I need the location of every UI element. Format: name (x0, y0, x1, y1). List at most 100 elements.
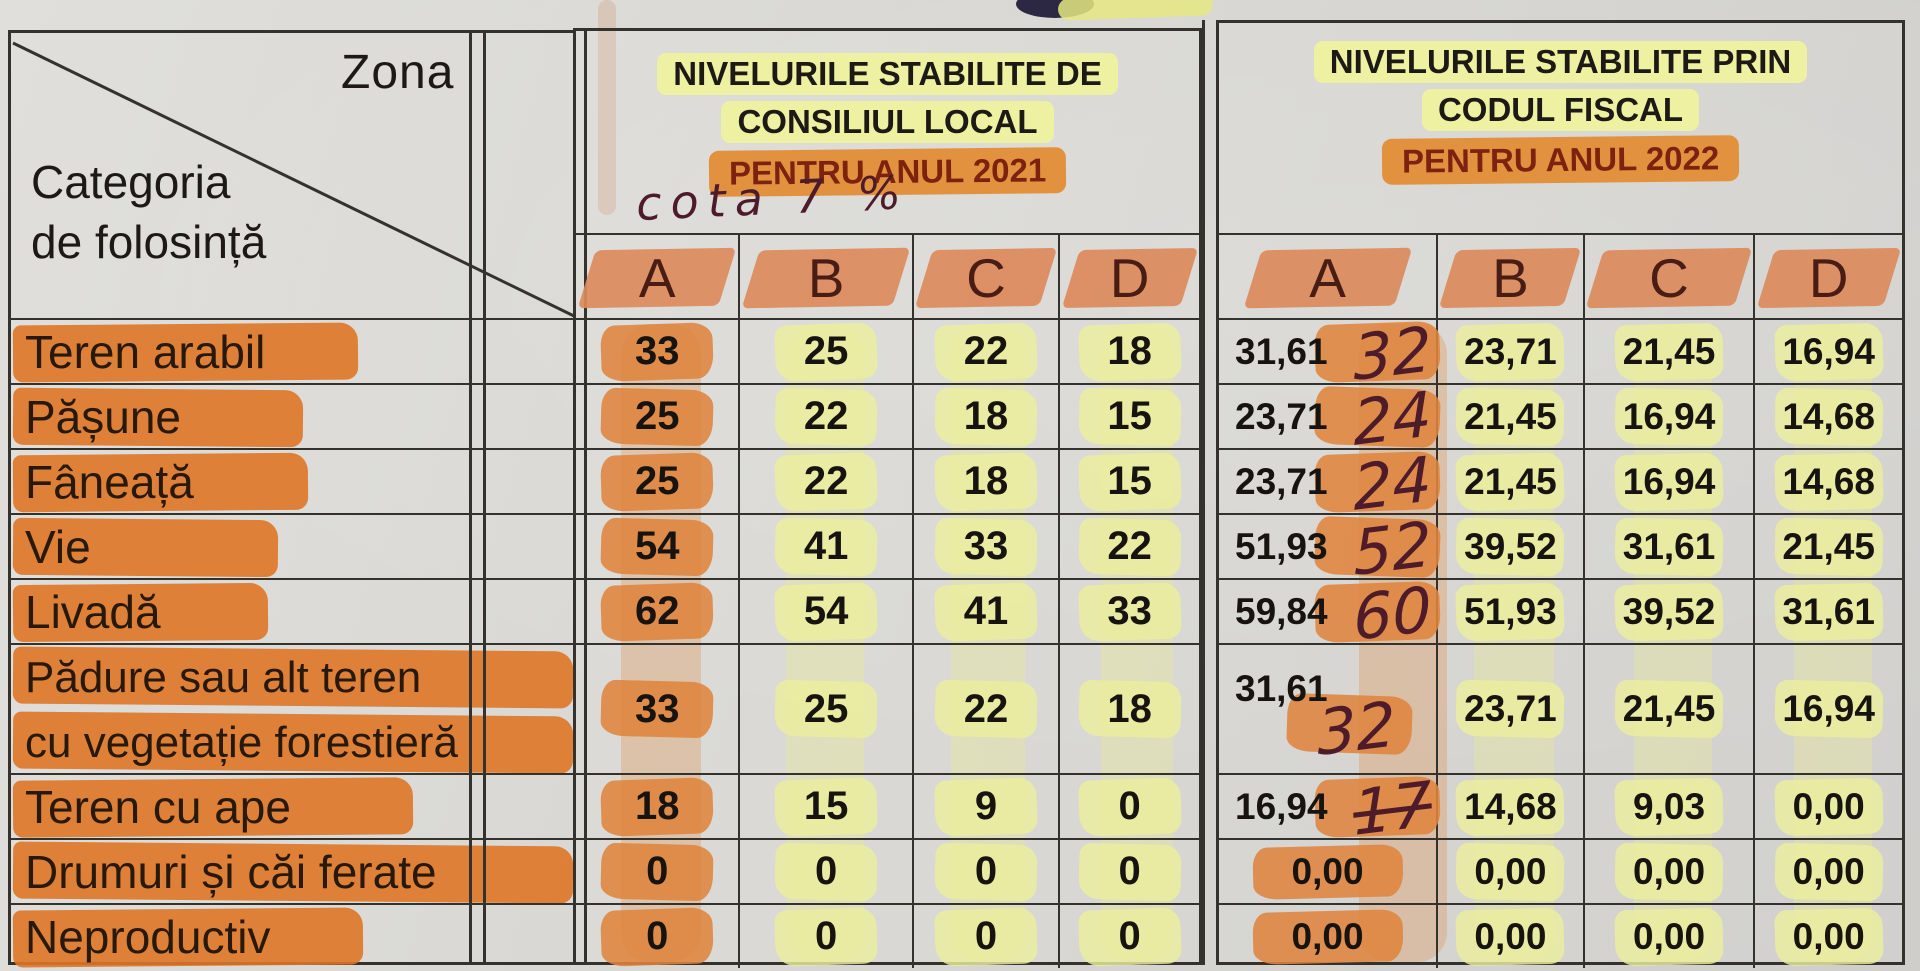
zone-letter: D (1808, 246, 1849, 309)
tax-value-2022: 23,71 (1235, 395, 1328, 437)
tax-value-2021: 0 (1118, 784, 1141, 828)
tax-value-2022: 23,71 (1464, 330, 1557, 372)
tax-value-2022: 0,00 (1291, 850, 1364, 892)
tax-value-2021: 62 (634, 589, 680, 633)
handwritten-correction: 32 (1316, 687, 1398, 770)
value-cell-2021-B: 22 (738, 385, 911, 448)
value-cell-2021-C: 0 (911, 905, 1059, 968)
tax-value-2021: 22 (963, 686, 1009, 731)
value-cell-2022-A: 32 31,61 (1219, 645, 1436, 773)
tax-value-2021: 33 (1107, 589, 1152, 633)
tax-value-2021: 22 (963, 329, 1009, 373)
value-cell-2022-A: 32 31,61 (1219, 312, 1442, 395)
tax-value-2021: 41 (963, 589, 1009, 633)
title-2021-line2: CONSILIUL LOCAL (721, 101, 1054, 143)
value-cell-2021-C: 22 (911, 645, 1059, 773)
tax-value-2021: 18 (1107, 686, 1152, 731)
title-2021-line1: NIVELURILE STABILITE DE (657, 53, 1118, 95)
value-cell-2022-B: 0,00 (1436, 905, 1583, 968)
value-cell-2022-C: 0,00 (1582, 905, 1754, 968)
zone-letter: D (1109, 246, 1150, 309)
tax-value-2022: 16,94 (1622, 460, 1716, 502)
title-2022-line1: NIVELURILE STABILITE PRIN (1313, 41, 1808, 83)
value-cell-2022-B: 39,52 (1436, 515, 1583, 578)
tax-value-2021: 25 (634, 459, 680, 503)
title-2022-line3: PENTRU ANUL 2022 (1381, 135, 1740, 185)
value-cell-2021-B: 0 (738, 905, 911, 968)
value-row-2022: 24 23,71 21,45 16,94 14,68 (1219, 442, 1902, 525)
tax-value-2022: 21,45 (1622, 330, 1716, 372)
value-cell-2022-D: 31,61 (1753, 580, 1902, 643)
tax-value-2022: 31,61 (1782, 590, 1875, 632)
tax-value-2022: 0,00 (1474, 915, 1547, 957)
zone-header-cell: D (1753, 235, 1902, 320)
tax-value-2021: 0 (1118, 914, 1141, 958)
tax-value-2021: 0 (1118, 849, 1141, 893)
value-cell-2022-A: 0,00 (1219, 905, 1436, 968)
tax-value-2022: 0,00 (1633, 915, 1706, 957)
value-cell-2021-C: 41 (911, 580, 1059, 643)
value-cell-2021-D: 0 (1058, 840, 1199, 903)
table-2021-title: NIVELURILE STABILITE DE CONSILIUL LOCAL … (576, 31, 1199, 233)
value-cell-2022-A: 0,00 (1219, 840, 1436, 903)
table-2022-fiscal-code: NIVELURILE STABILITE PRIN CODUL FISCAL P… (1202, 20, 1905, 968)
value-cell-2022-B: 51,93 (1436, 580, 1583, 643)
row-label: Neproductiv (25, 911, 271, 963)
highlighter-residue-streak (598, 0, 616, 215)
title-2022-line2: CODUL FISCAL (1421, 89, 1700, 131)
value-cell-2022-B: 14,68 (1436, 775, 1583, 838)
value-cell-2022-C: 16,94 (1582, 450, 1754, 513)
yellow-highlighter-smear (1057, 0, 1214, 21)
tax-value-2022: 9,03 (1633, 785, 1706, 827)
category-row: Drumuri și căi ferate (11, 838, 574, 904)
tax-value-2021: 9 (974, 784, 998, 828)
value-cell-2022-B: 0,00 (1436, 840, 1583, 903)
value-cell-2021-B: 22 (738, 450, 911, 513)
value-cell-2022-C: 21,45 (1582, 645, 1754, 773)
table-2021-rows: 33 25 22 18 25 22 18 15 25 22 18 15 54 41 33 22 62 54 41 33… (576, 318, 1199, 968)
category-row: Pădure sau alt teren cu vegetație foresti… (11, 643, 574, 774)
category-label-box: Zona Categoria de folosință Teren arabil… (8, 30, 575, 968)
value-cell-2022-D: 14,68 (1753, 450, 1902, 513)
value-cell-2021-D: 22 (1058, 515, 1199, 578)
category-row: Fâneață (11, 448, 573, 513)
tax-value-2021: 18 (963, 394, 1009, 438)
zone-letter: B (807, 246, 845, 309)
tax-value-2022: 0,00 (1291, 915, 1364, 957)
label-box-right-rule-inner (483, 33, 486, 962)
tax-value-2021: 18 (1107, 329, 1152, 373)
zone-header-cell: C (1582, 235, 1754, 320)
label-box-right-rule-outer (469, 33, 472, 962)
tax-value-2022: 31,61 (1235, 667, 1328, 709)
tax-value-2022: 14,68 (1464, 785, 1557, 827)
value-row-2022: 52 51,93 39,52 31,61 21,45 (1219, 507, 1902, 590)
value-cell-2022-D: 21,45 (1753, 515, 1902, 578)
value-cell-2022-D: 14,68 (1753, 385, 1902, 448)
tax-value-2021: 0 (974, 914, 998, 958)
value-cell-2021-B: 41 (738, 515, 911, 578)
value-cell-2021-A: 18 (576, 775, 738, 838)
value-cell-2021-C: 18 (911, 450, 1059, 513)
value-row-2022: 0,00 0,00 0,00 0,00 (1219, 838, 1902, 903)
value-cell-2021-D: 0 (1058, 905, 1199, 968)
category-row: Teren arabil (11, 318, 573, 383)
value-cell-2022-D: 0,00 (1753, 840, 1902, 903)
value-row-2021: 33 25 22 18 (576, 318, 1199, 383)
zona-header-label: Zona (341, 46, 455, 99)
row-label: Teren cu ape (25, 781, 291, 833)
value-cell-2022-D: 0,00 (1753, 775, 1902, 838)
tax-value-2022: 51,93 (1235, 525, 1328, 567)
tax-value-2022: 16,94 (1235, 785, 1328, 827)
value-cell-2021-B: 15 (738, 775, 911, 838)
category-row: Livadă (11, 578, 573, 643)
tax-value-2021: 0 (974, 849, 998, 893)
value-cell-2022-D: 0,00 (1753, 905, 1902, 968)
value-cell-2022-D: 16,94 (1753, 320, 1902, 383)
row-label: Teren arabil (25, 326, 266, 378)
table-2022-rows: 32 31,61 23,71 21,45 16,94 24 23,71 21,45 16,94 1… (1219, 312, 1902, 968)
tax-value-2022: 0,00 (1633, 850, 1706, 892)
tax-value-2021: 18 (963, 459, 1009, 503)
value-cell-2022-B: 23,71 (1436, 645, 1583, 773)
value-row-2021: 0 0 0 0 (576, 838, 1199, 903)
tax-value-2022: 16,94 (1782, 330, 1875, 372)
